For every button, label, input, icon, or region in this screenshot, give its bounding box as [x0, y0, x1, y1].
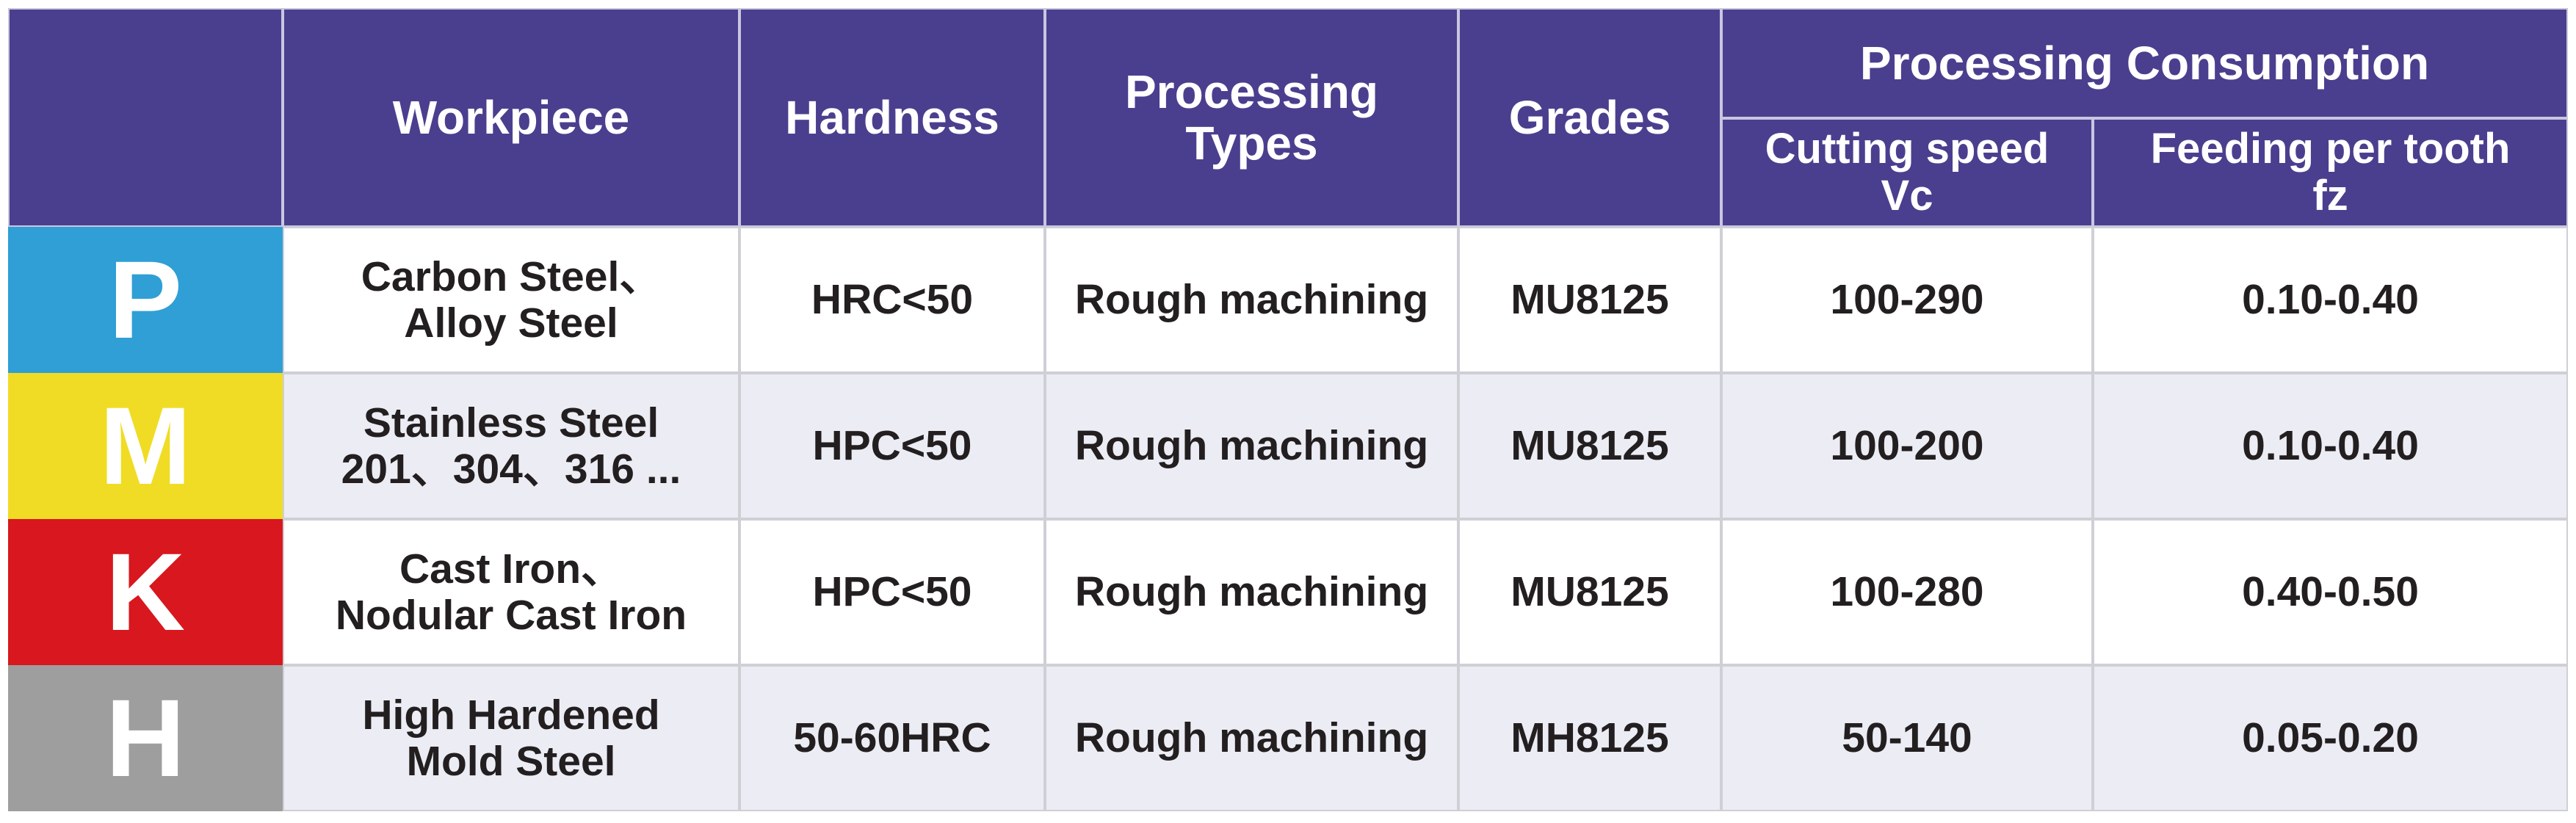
body-cell: 0.05-0.20: [2093, 665, 2568, 811]
class-badge: M: [8, 373, 283, 519]
header-cell: Workpiece: [283, 8, 739, 227]
cell-text: MU8125: [1510, 568, 1669, 616]
header-corner: [8, 8, 283, 227]
cell-text: 50-60HRC: [793, 714, 991, 762]
cell-text: Grades: [1508, 90, 1671, 144]
cell-text: MU8125: [1510, 422, 1669, 470]
body-cell: 0.40-0.50: [2093, 519, 2568, 665]
body-cell: 100-290: [1721, 227, 2093, 373]
header-cell: Cutting speed Vc: [1721, 118, 2093, 227]
cell-text: 0.10-0.40: [2242, 422, 2419, 470]
body-cell: 0.10-0.40: [2093, 373, 2568, 519]
cell-text: Cast Iron、: [399, 545, 623, 592]
class-badge: K: [8, 519, 283, 665]
header-cell: Grades: [1458, 8, 1721, 227]
cell-text: 100-290: [1830, 276, 1984, 324]
cell-text: Hardness: [785, 90, 999, 144]
body-cell: Rough machining: [1045, 373, 1458, 519]
cell-text: 50-140: [1842, 714, 1972, 762]
body-cell: MH8125: [1458, 665, 1721, 811]
body-cell: 50-60HRC: [739, 665, 1045, 811]
cell-text: 201、304、316 ...: [341, 445, 681, 493]
body-cell: 100-280: [1721, 519, 2093, 665]
cell-text: K: [105, 530, 186, 653]
body-cell: 100-200: [1721, 373, 2093, 519]
cell-text: MU8125: [1510, 276, 1669, 324]
cell-text: Vc: [1881, 172, 1933, 220]
cell-text: P: [108, 238, 183, 361]
cell-text: 0.10-0.40: [2242, 276, 2419, 324]
body-cell: Rough machining: [1045, 519, 1458, 665]
cell-text: Types: [1185, 117, 1318, 170]
cell-text: Rough machining: [1074, 422, 1429, 470]
cell-text: Processing: [1124, 65, 1379, 118]
cell-text: High Hardened: [362, 691, 660, 739]
cell-text: Alloy Steel: [404, 299, 618, 347]
body-cell: HPC<50: [739, 373, 1045, 519]
cell-text: HPC<50: [812, 568, 972, 616]
body-cell: 50-140: [1721, 665, 2093, 811]
body-cell: Rough machining: [1045, 665, 1458, 811]
cell-text: Rough machining: [1074, 714, 1429, 762]
header-cell: Processing Consumption: [1721, 8, 2568, 118]
body-cell: MU8125: [1458, 227, 1721, 373]
class-badge: P: [8, 227, 283, 373]
header-cell: Processing Types: [1045, 8, 1458, 227]
cell-text: MH8125: [1510, 714, 1669, 762]
header-cell: Feeding per tooth fz: [2093, 118, 2568, 227]
cell-text: Feeding per tooth: [2150, 125, 2511, 173]
class-badge: H: [8, 665, 283, 811]
body-cell: Cast Iron、 Nodular Cast Iron: [283, 519, 739, 665]
cell-text: Carbon Steel、: [361, 253, 662, 300]
body-cell: Carbon Steel、 Alloy Steel: [283, 227, 739, 373]
body-cell: High Hardened Mold Steel: [283, 665, 739, 811]
cell-text: Workpiece: [392, 90, 630, 144]
body-cell: MU8125: [1458, 373, 1721, 519]
cell-text: 100-200: [1830, 422, 1984, 470]
cell-text: Processing Consumption: [1859, 36, 2430, 90]
body-cell: MU8125: [1458, 519, 1721, 665]
cell-text: 0.05-0.20: [2242, 714, 2419, 762]
cell-text: Cutting speed: [1765, 125, 2049, 173]
cell-text: H: [105, 676, 186, 800]
cell-text: Rough machining: [1074, 568, 1429, 616]
cell-text: 0.40-0.50: [2242, 568, 2419, 616]
cell-text: Rough machining: [1074, 276, 1429, 324]
body-cell: Stainless Steel 201、304、316 ...: [283, 373, 739, 519]
body-cell: Rough machining: [1045, 227, 1458, 373]
cell-text: Mold Steel: [406, 737, 616, 785]
cell-text: HRC<50: [811, 276, 974, 324]
cell-text: 100-280: [1830, 568, 1984, 616]
cell-text: HPC<50: [812, 422, 972, 470]
cell-text: Nodular Cast Iron: [335, 591, 687, 639]
header-cell: Hardness: [739, 8, 1045, 227]
body-cell: HRC<50: [739, 227, 1045, 373]
cell-text: M: [99, 384, 192, 507]
cell-text: Stainless Steel: [363, 399, 659, 446]
body-cell: HPC<50: [739, 519, 1045, 665]
cell-text: fz: [2312, 172, 2348, 220]
body-cell: 0.10-0.40: [2093, 227, 2568, 373]
